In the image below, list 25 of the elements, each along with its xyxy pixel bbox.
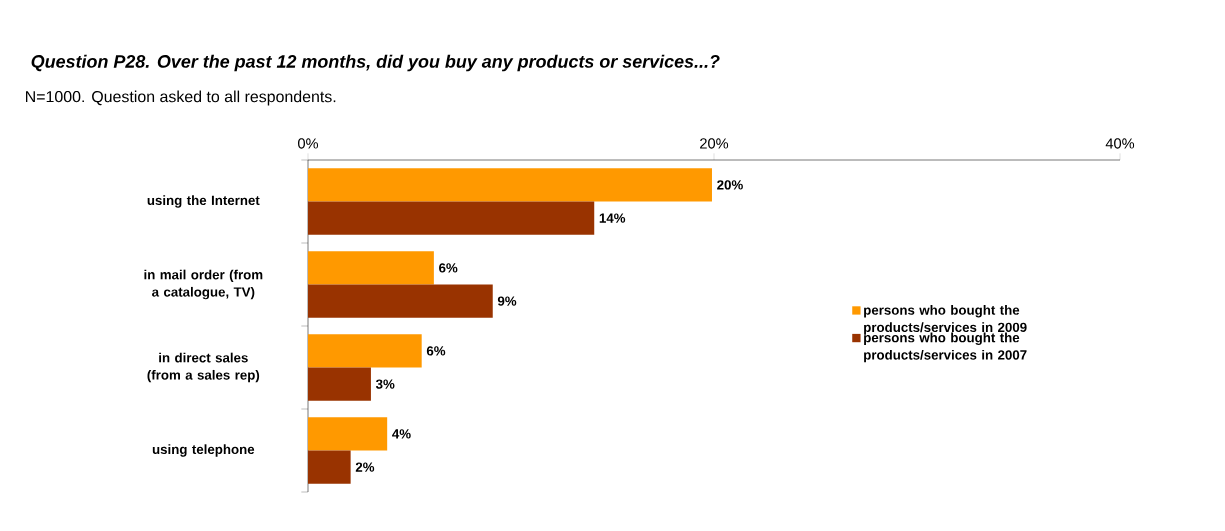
data-label: 6% <box>426 346 446 356</box>
y-tick-label: in direct sales (from a sales rep) <box>147 352 260 383</box>
bar <box>308 450 351 484</box>
bar <box>308 367 371 401</box>
data-label: 14% <box>599 213 626 223</box>
data-label: 20% <box>717 180 743 190</box>
bar <box>308 201 595 235</box>
data-label: 6% <box>439 263 458 273</box>
y-tick-label: using telephone <box>152 444 255 457</box>
bar <box>308 168 712 202</box>
data-label: 2% <box>355 462 375 472</box>
bar <box>308 284 493 318</box>
bar <box>308 417 388 451</box>
data-label: 3% <box>375 379 395 389</box>
x-tick-label: 40% <box>1105 138 1135 149</box>
chart-title: Question P28. Over the past 12 months, did you buy any products or services...? <box>31 54 720 72</box>
data-label: 9% <box>497 296 517 306</box>
chart-subtitle: N=1000. Question asked to all respondents. <box>26 90 336 106</box>
x-tick-label: 20% <box>700 138 729 149</box>
bar <box>308 251 434 285</box>
y-tick-label: in mail order (from a catalogue, TV) <box>144 269 263 300</box>
x-tick-label: 0% <box>298 138 319 149</box>
y-tick-label: using the Internet <box>147 195 260 208</box>
bar <box>308 334 422 368</box>
data-label: 4% <box>392 429 411 439</box>
